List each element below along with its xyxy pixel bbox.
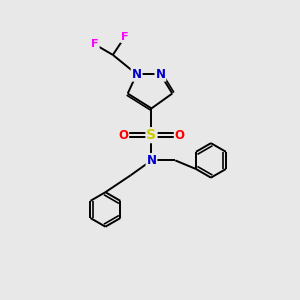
- Text: O: O: [175, 129, 185, 142]
- Text: S: S: [146, 128, 157, 142]
- Text: N: N: [146, 154, 157, 167]
- Text: F: F: [91, 40, 99, 50]
- Text: F: F: [121, 32, 128, 42]
- Text: O: O: [118, 129, 128, 142]
- Text: N: N: [132, 68, 142, 81]
- Text: N: N: [155, 68, 165, 81]
